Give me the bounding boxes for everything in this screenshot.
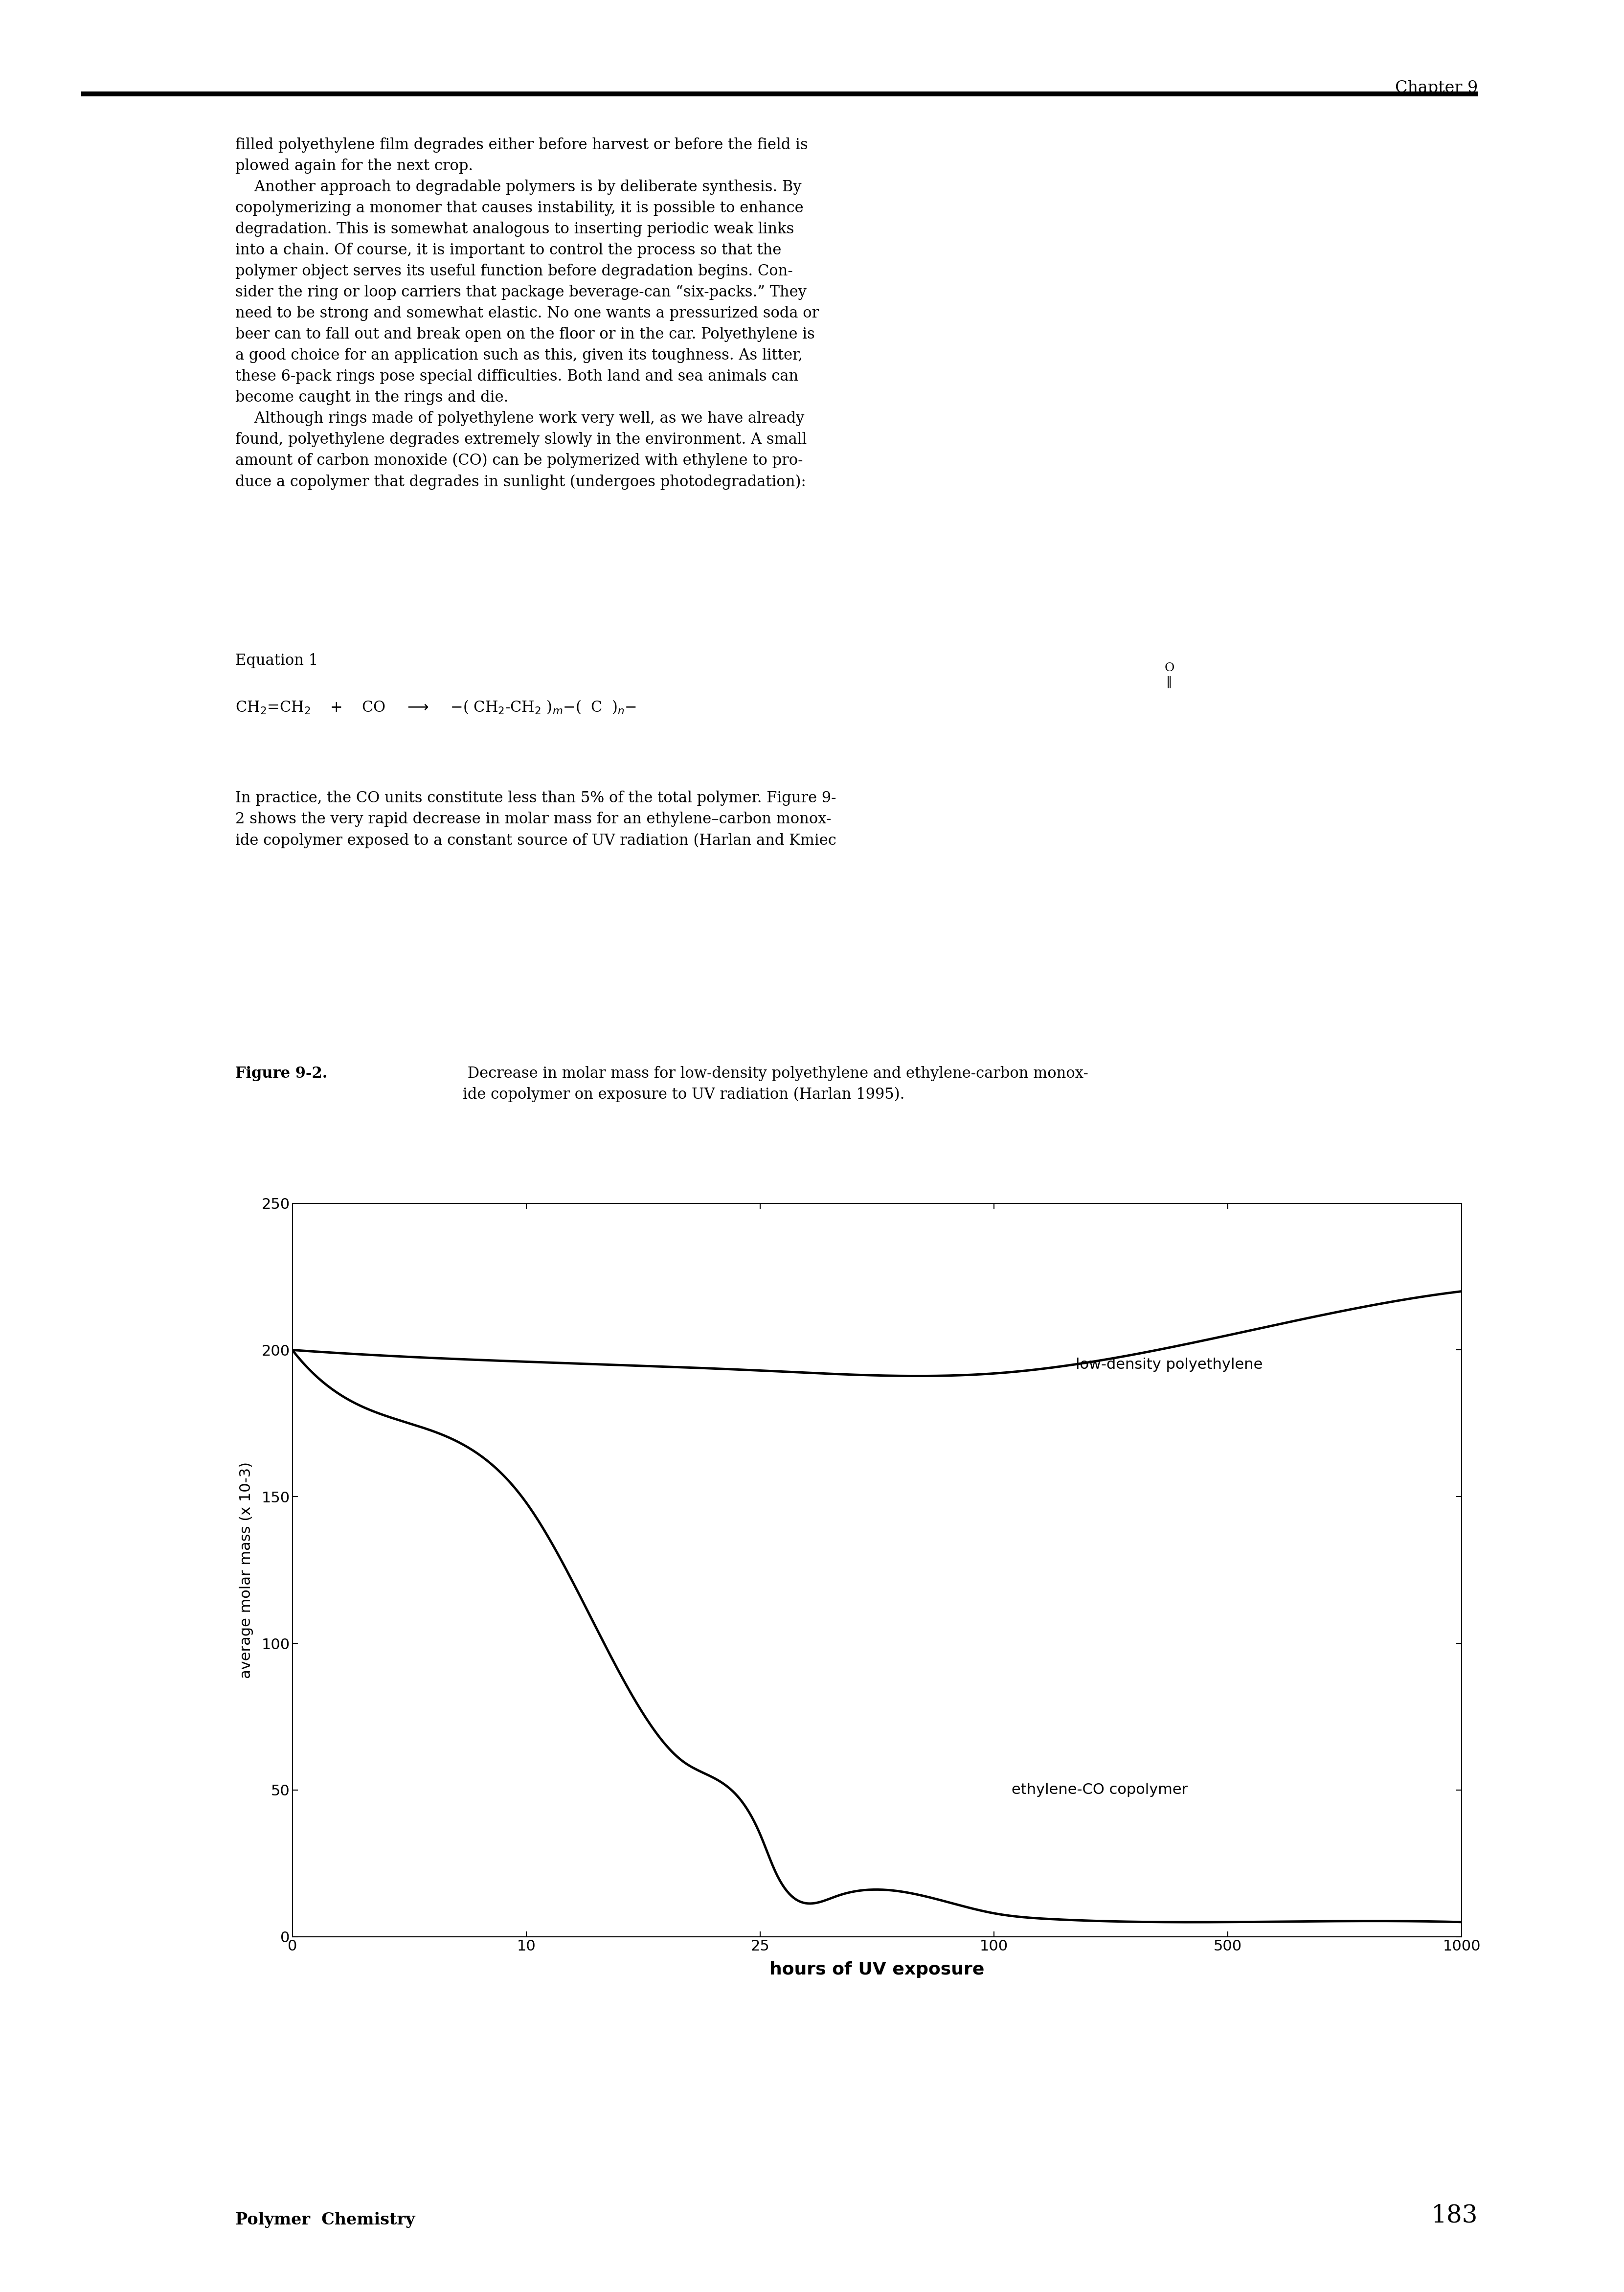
Text: Polymer  Chemistry: Polymer Chemistry [235,2212,416,2228]
Text: O
‖: O ‖ [1164,662,1174,688]
X-axis label: hours of UV exposure: hours of UV exposure [770,1962,984,1978]
Text: Figure 9-2.: Figure 9-2. [235,1066,328,1082]
Text: Decrease in molar mass for low-density polyethylene and ethylene-carbon monox-
i: Decrease in molar mass for low-density p… [463,1066,1088,1102]
Text: CH$_2$=CH$_2$    +    CO    $\longrightarrow$    $-$( CH$_2$-CH$_2$ )$_m$$-$(  C: CH$_2$=CH$_2$ + CO $\longrightarrow$ $-$… [235,699,637,715]
Text: Equation 1: Equation 1 [235,653,318,669]
Y-axis label: average molar mass (x 10-3): average molar mass (x 10-3) [239,1462,253,1678]
Text: low-density polyethylene: low-density polyethylene [1075,1357,1263,1371]
Text: In practice, the CO units constitute less than 5% of the total polymer. Figure 9: In practice, the CO units constitute les… [235,791,836,848]
Text: 183: 183 [1431,2203,1478,2228]
Text: ethylene-CO copolymer: ethylene-CO copolymer [1012,1783,1187,1797]
Text: Chapter 9: Chapter 9 [1395,80,1478,96]
Text: filled polyethylene film degrades either before harvest or before the field is
p: filled polyethylene film degrades either… [235,138,818,490]
